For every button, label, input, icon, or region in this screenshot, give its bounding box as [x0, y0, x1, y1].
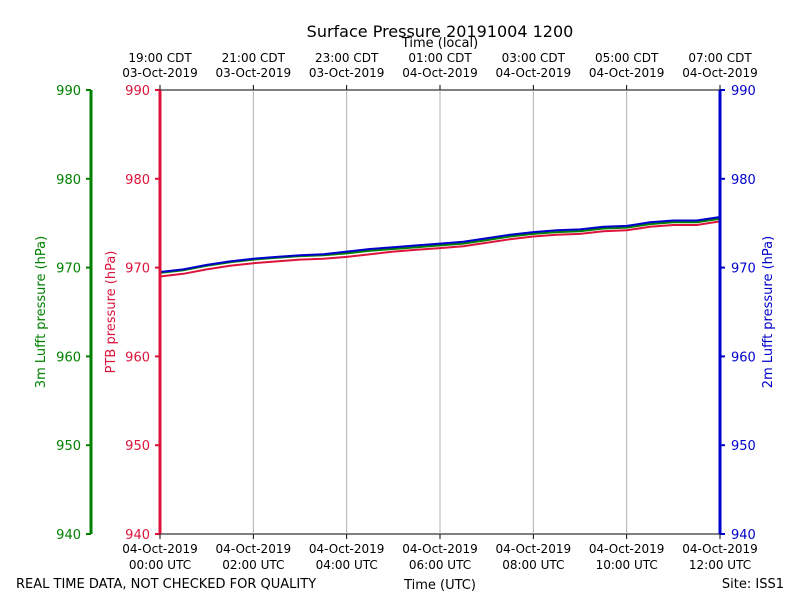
top-tick-label-date: 03-Oct-2019	[122, 66, 198, 80]
y-tick-label: 970	[125, 262, 150, 277]
x-tick-label-time: 04:00 UTC	[316, 558, 378, 572]
top-tick-label-time: 01:00 CDT	[408, 51, 472, 65]
x-tick-label-date: 04-Oct-2019	[496, 542, 572, 556]
y-tick-label: 960	[56, 350, 81, 365]
y-tick-label: 960	[125, 350, 150, 365]
y-tick-label: 950	[731, 439, 756, 454]
right-axis-label: 2m Lufft pressure (hPa)	[761, 236, 776, 388]
y-tick-label: 940	[125, 528, 150, 543]
y-tick-label: 980	[731, 173, 756, 188]
x-tick-label-date: 04-Oct-2019	[216, 542, 292, 556]
bottom-ticks: 04-Oct-2019 00:00 UTC 04-Oct-2019 02:00 UTC…	[122, 534, 758, 572]
x-tick-label-time: 10:00 UTC	[596, 558, 658, 572]
y-tick-label: 990	[56, 84, 81, 99]
y-tick-label: 970	[731, 262, 756, 277]
series-line-2m-lufft-pressure	[159, 216, 721, 273]
series-layer	[159, 216, 721, 278]
x-tick-label-time: 00:00 UTC	[129, 558, 191, 572]
left-inner-axis-label: PTB pressure (hPa)	[104, 251, 119, 374]
series-line-ptb-pressure	[159, 220, 721, 278]
x-tick-label-time: 08:00 UTC	[502, 558, 564, 572]
top-tick-label-date: 04-Oct-2019	[496, 66, 572, 80]
top-tick-label-time: 21:00 CDT	[222, 51, 286, 65]
top-tick-label-date: 04-Oct-2019	[589, 66, 665, 80]
quality-note: REAL TIME DATA, NOT CHECKED FOR QUALITY	[16, 577, 316, 592]
top-tick-label-date: 04-Oct-2019	[682, 66, 758, 80]
left-outer-ticks: 940 950 960 970 980 990	[56, 84, 91, 543]
top-axis-label: Time (local)	[401, 36, 478, 51]
y-tick-label: 980	[56, 173, 81, 188]
grid-lines	[252, 90, 628, 534]
y-tick-label: 990	[125, 84, 150, 99]
y-tick-label: 990	[731, 84, 756, 99]
y-tick-label: 940	[56, 528, 81, 543]
x-tick-label-date: 04-Oct-2019	[309, 542, 385, 556]
x-tick-label-date: 04-Oct-2019	[122, 542, 198, 556]
x-tick-label-date: 04-Oct-2019	[589, 542, 665, 556]
top-tick-label-time: 19:00 CDT	[128, 51, 192, 65]
top-tick-label-time: 05:00 CDT	[595, 51, 659, 65]
left-outer-axis-label: 3m Lufft pressure (hPa)	[34, 236, 49, 388]
bottom-axis-label: Time (UTC)	[403, 578, 476, 593]
y-tick-label: 970	[56, 262, 81, 277]
right-ticks: 940 950 960 970 980 990	[720, 84, 756, 543]
y-tick-label: 940	[731, 528, 756, 543]
y-tick-label: 950	[125, 439, 150, 454]
chart-title: Surface Pressure 20191004 1200	[307, 22, 574, 41]
y-tick-label: 950	[56, 439, 81, 454]
left-inner-ticks: 940 950 960 970 980 990	[125, 84, 160, 543]
top-tick-label-date: 04-Oct-2019	[402, 66, 478, 80]
top-tick-label-time: 23:00 CDT	[315, 51, 379, 65]
x-tick-label-time: 06:00 UTC	[409, 558, 471, 572]
y-tick-label: 980	[125, 173, 150, 188]
top-tick-label-date: 03-Oct-2019	[309, 66, 385, 80]
top-tick-label-time: 03:00 CDT	[502, 51, 566, 65]
top-tick-label-date: 03-Oct-2019	[216, 66, 292, 80]
y-tick-label: 960	[731, 350, 756, 365]
x-tick-label-date: 04-Oct-2019	[682, 542, 758, 556]
top-tick-label-time: 07:00 CDT	[688, 51, 752, 65]
x-tick-label-time: 12:00 UTC	[689, 558, 751, 572]
x-tick-label-date: 04-Oct-2019	[402, 542, 478, 556]
site-label: Site: ISS1	[722, 577, 784, 592]
x-tick-label-time: 02:00 UTC	[222, 558, 284, 572]
